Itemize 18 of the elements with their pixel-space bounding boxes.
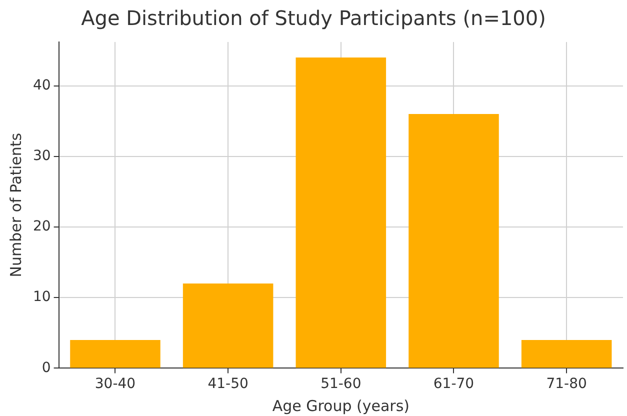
x-tick-label: 61-70 xyxy=(433,376,474,392)
y-tick-label: 10 xyxy=(32,289,51,306)
y-axis-title: Number of Patients xyxy=(6,132,25,278)
x-axis-title: Age Group (years) xyxy=(272,396,410,415)
x-tick-label: 30-40 xyxy=(94,376,136,392)
x-tick-label: 71-80 xyxy=(546,376,587,392)
y-tick-label: 20 xyxy=(32,218,51,235)
y-tick-label: 0 xyxy=(42,360,51,376)
chart-title: Age Distribution of Study Participants (n=100) xyxy=(81,6,546,30)
bar xyxy=(521,340,612,368)
bar xyxy=(182,283,274,368)
bar xyxy=(408,114,499,368)
x-tick-label: 51-60 xyxy=(320,376,362,392)
x-tick-label: 41-50 xyxy=(208,376,248,392)
bar xyxy=(296,58,386,368)
bar xyxy=(70,340,160,368)
y-tick-label: 30 xyxy=(32,148,51,164)
y-tick-label: 40 xyxy=(32,77,51,94)
